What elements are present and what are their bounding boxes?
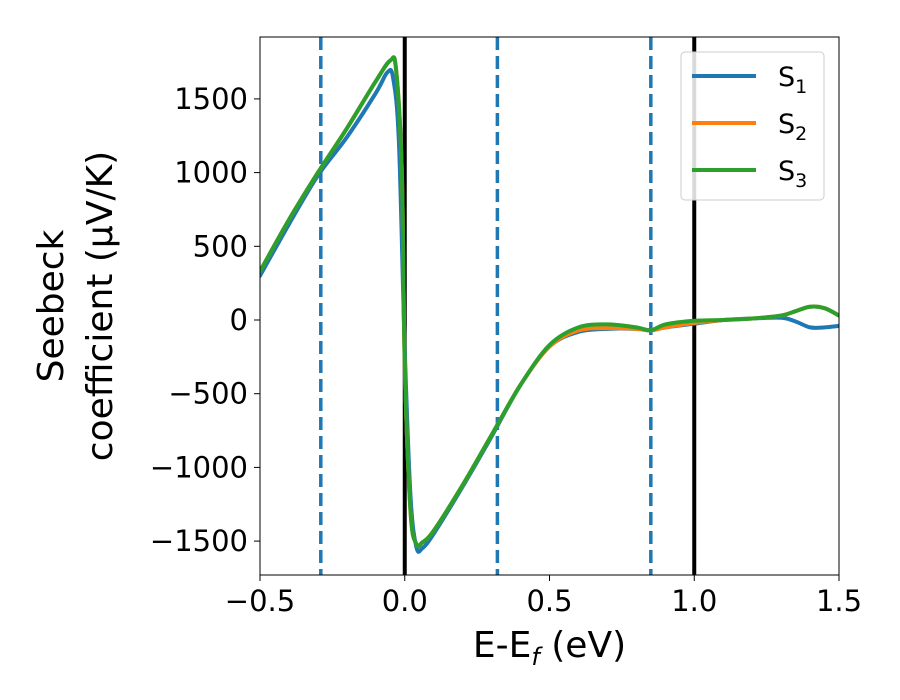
y-tick-label: −500 <box>168 377 248 411</box>
legend-box <box>680 51 825 201</box>
legend-label-s1: S1 <box>778 62 807 98</box>
x-tick-label: 1.0 <box>671 584 717 618</box>
series-line-s3 <box>260 55 839 549</box>
x-tick-label: 0.0 <box>382 584 428 618</box>
legend-label-main: S <box>778 156 795 187</box>
x-tick-label: 1.5 <box>816 584 862 618</box>
legend-label-sub: 3 <box>795 170 807 192</box>
legend-label-sub: 1 <box>795 76 807 98</box>
y-tick-label: 1500 <box>174 82 248 116</box>
x-tick-label: 0.5 <box>526 584 572 618</box>
x-axis-title: E-Ef (eV) <box>473 625 626 671</box>
legend-label-main: S <box>778 62 795 93</box>
legend-label-sub: 2 <box>795 123 807 145</box>
y-tick-label: 500 <box>193 229 248 263</box>
y-tick-label: 0 <box>230 303 248 337</box>
legend-label-s2: S2 <box>778 109 807 145</box>
legend-label-main: S <box>778 109 795 140</box>
y-tick-label: −1000 <box>150 450 248 484</box>
y-tick-label: 1000 <box>174 156 248 190</box>
y-tick-label: −1500 <box>150 524 248 558</box>
x-axis-title-units: (eV) <box>540 625 626 666</box>
y-axis-title-line2: coefficient (μV/K) <box>80 151 121 461</box>
legend-label-s3: S3 <box>778 156 807 192</box>
x-tick-label: −0.5 <box>225 584 295 618</box>
x-axis-title-main: E-E <box>473 625 531 666</box>
y-axis-title-line1: Seebeck <box>31 229 72 382</box>
